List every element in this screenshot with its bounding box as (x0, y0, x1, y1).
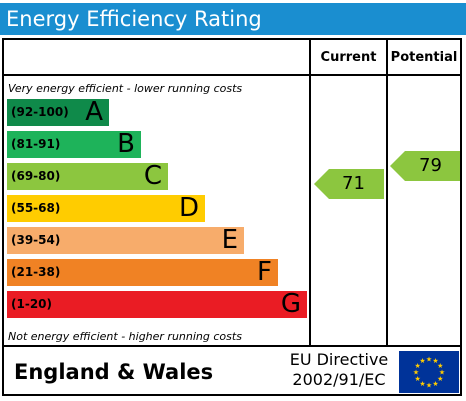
footer-rule (4, 345, 460, 347)
band-letter: A (85, 97, 103, 127)
header-rule (4, 74, 460, 76)
flag-star-icon: ★ (413, 369, 419, 377)
divider-current (309, 40, 311, 347)
flag-star-icon: ★ (415, 375, 421, 383)
eu-directive: EU Directive 2002/91/EC (284, 350, 394, 390)
current-arrow-shape (314, 169, 384, 199)
flag-star-icon: ★ (439, 369, 445, 377)
band-letter: G (280, 289, 301, 319)
eu-flag-icon: ★ ★★★★★★★★★★★ (399, 351, 459, 393)
directive-line-2: 2002/91/EC (292, 370, 386, 389)
potential-arrow-shape (390, 151, 460, 181)
band-f: (21-38) F (7, 257, 278, 287)
band-g: (1-20) G (7, 289, 307, 319)
flag-star-icon: ★ (437, 375, 443, 383)
band-range-label: (39-54) (11, 233, 61, 247)
band-letter: B (117, 129, 135, 159)
potential-column-header: Potential (390, 50, 458, 65)
band-range-label: (55-68) (11, 201, 61, 215)
band-range-label: (69-80) (11, 169, 61, 183)
band-letter: C (143, 161, 162, 191)
band-range-label: (92-100) (11, 105, 69, 119)
note-efficient: Very energy efficient - lower running co… (8, 82, 243, 95)
current-rating-value: 71 (342, 173, 365, 194)
band-b: (81-91) B (7, 129, 141, 159)
potential-rating-arrow: 79 (390, 151, 460, 181)
current-column-header: Current (320, 50, 377, 65)
flag-star-icon: ★ (419, 380, 425, 388)
flag-star-icon: ★ (419, 357, 425, 365)
directive-line-1: EU Directive (289, 350, 389, 369)
note-inefficient: Not energy efficient - higher running co… (8, 330, 242, 343)
current-rating-arrow: 71 (314, 169, 384, 199)
flag-star-icon: ★ (432, 380, 438, 388)
potential-rating-value: 79 (419, 155, 442, 176)
divider-potential (386, 40, 388, 347)
rating-frame: Current Potential Very energy efficient … (2, 38, 462, 396)
band-range-label: (21-38) (11, 265, 61, 279)
band-letter: F (257, 257, 272, 287)
band-range-label: (1-20) (11, 297, 52, 311)
band-e: (39-54) E (7, 225, 244, 255)
band-letter: E (221, 225, 238, 255)
flag-star-icon: ★ (426, 356, 432, 364)
band-letter: D (178, 193, 199, 223)
band-a: (92-100) A (7, 97, 109, 127)
band-range-label: (81-91) (11, 137, 61, 151)
region-label: England & Wales (14, 360, 214, 384)
band-c: (69-80) C (7, 161, 168, 191)
flag-star-icon: ★ (437, 362, 443, 370)
band-d: (55-68) D (7, 193, 205, 223)
chart-title: Energy Efficiency Rating (0, 3, 466, 35)
flag-star-icon: ★ (415, 362, 421, 370)
flag-star-icon: ★ (432, 357, 438, 365)
flag-star-icon: ★ (426, 382, 432, 390)
